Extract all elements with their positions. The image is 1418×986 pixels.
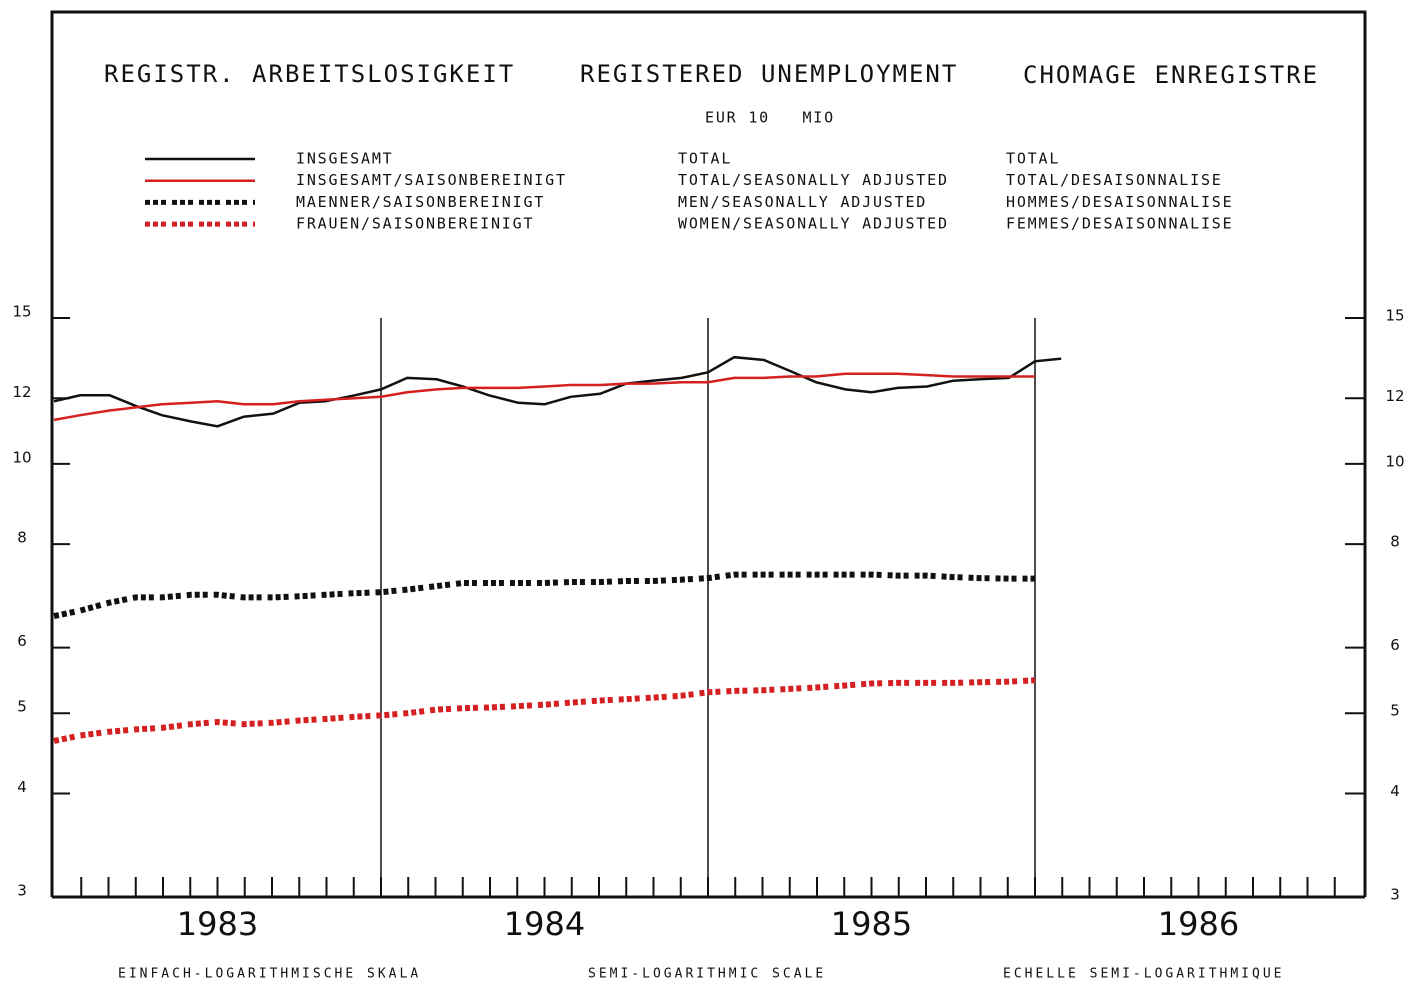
series-line — [53, 677, 1036, 744]
y-tick-label: 8 — [17, 529, 27, 547]
legend-label-en: MEN/SEASONALLY ADJUSTED — [678, 193, 927, 211]
y-tick-label: 10 — [12, 448, 31, 466]
x-label-fr: ECHELLE SEMI-LOGARITHMIQUE — [1003, 967, 1285, 982]
x-label-en: SEMI-LOGARITHMIC SCALE — [588, 967, 826, 982]
frame — [50, 10, 1367, 897]
title-en: REGISTERED UNEMPLOYMENT — [580, 60, 958, 88]
y-tick-label-right: 10 — [1385, 452, 1404, 470]
y-tick-label: 15 — [12, 303, 31, 321]
y-tick-label: 3 — [17, 882, 27, 900]
legend-label-en: TOTAL/SEASONALLY ADJUSTED — [678, 171, 949, 189]
title-de: REGISTR. ARBEITSLOSIGKEIT — [104, 60, 515, 88]
legend-label-en: TOTAL — [678, 150, 732, 168]
y-tick-label-right: 15 — [1385, 307, 1404, 325]
legend-label: MAENNER/SAISONBEREINIGT — [296, 193, 545, 211]
legend-label: FRAUEN/SAISONBEREINIGT — [296, 215, 534, 233]
y-tick-label: 5 — [17, 698, 27, 716]
title-fr: CHOMAGE ENREGISTRE — [1023, 61, 1319, 89]
legend-label: INSGESAMT — [296, 150, 393, 168]
legend-label: INSGESAMT/SAISONBEREINIGT — [296, 171, 567, 189]
legend-label-fr: TOTAL — [1006, 150, 1060, 168]
y-tick-label-right: 5 — [1390, 702, 1400, 720]
y-tick-label: 6 — [17, 632, 27, 650]
y-tick-label: 4 — [17, 778, 27, 796]
y-tick-label-right: 3 — [1390, 886, 1400, 904]
subtitle: EUR 10 MIO — [705, 109, 835, 127]
legend-label-fr: HOMMES/DESAISONNALISE — [1006, 193, 1233, 211]
y-tick-label-right: 4 — [1390, 782, 1400, 800]
y-tick-label: 12 — [12, 383, 31, 401]
legend-label-fr: FEMMES/DESAISONNALISE — [1006, 215, 1233, 233]
series-line — [53, 355, 1062, 428]
x-tick-label: 1986 — [1158, 905, 1239, 943]
x-tick-label: 1985 — [831, 905, 912, 943]
y-tick-label-right: 12 — [1385, 387, 1404, 405]
series-line — [53, 372, 1035, 422]
y-tick-label-right: 8 — [1390, 533, 1400, 551]
x-label-de: EINFACH-LOGARITHMISCHE SKALA — [118, 967, 421, 982]
y-tick-label-right: 6 — [1390, 636, 1400, 654]
series-line — [53, 571, 1035, 620]
x-tick-label: 1984 — [504, 905, 585, 943]
legend-label-fr: TOTAL/DESAISONNALISE — [1006, 171, 1223, 189]
legend-label-en: WOMEN/SEASONALLY ADJUSTED — [678, 215, 949, 233]
x-tick-label: 1983 — [177, 905, 258, 943]
